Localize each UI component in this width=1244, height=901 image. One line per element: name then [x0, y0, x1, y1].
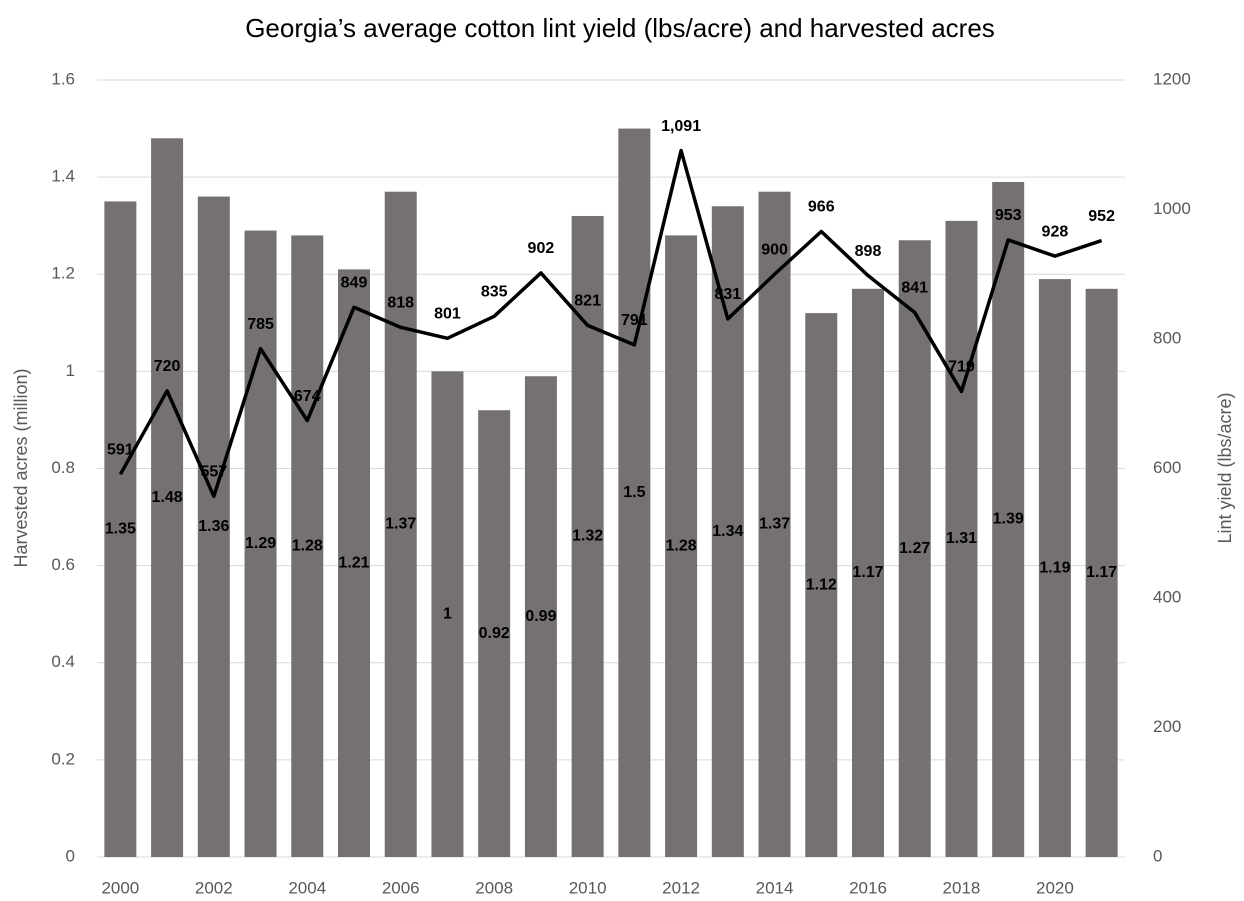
data-label: 1.27 [899, 540, 930, 557]
data-label: 591 [107, 442, 134, 459]
data-label: 849 [341, 274, 368, 291]
data-label: 898 [855, 243, 882, 260]
data-label: 785 [247, 316, 274, 333]
y-tick-label: 1.6 [51, 69, 75, 88]
bar [104, 201, 137, 857]
x-tick-label: 2016 [849, 878, 887, 897]
data-label: 818 [387, 295, 414, 312]
bar [244, 230, 277, 857]
data-label: 1.36 [198, 518, 229, 535]
data-label: 966 [808, 199, 835, 216]
data-label: 720 [154, 358, 181, 375]
data-label: 1.48 [152, 489, 183, 506]
y2-tick-label: 400 [1153, 587, 1181, 606]
bar [338, 269, 370, 857]
bar [665, 235, 698, 857]
y2-tick-label: 800 [1153, 328, 1181, 347]
data-label: 1.17 [1086, 564, 1117, 581]
data-label: 1.35 [105, 520, 136, 537]
x-tick-label: 2018 [943, 878, 981, 897]
data-label: 841 [901, 280, 928, 297]
data-label: 821 [574, 293, 601, 310]
x-tick-label: 2020 [1036, 878, 1074, 897]
data-label: 1.39 [993, 511, 1024, 528]
bar [291, 235, 324, 857]
y2-tick-label: 200 [1153, 717, 1181, 736]
data-label: 831 [714, 286, 741, 303]
data-label: 1.31 [946, 530, 977, 547]
y-tick-label: 1.4 [51, 167, 75, 186]
x-tick-label: 2004 [288, 878, 326, 897]
data-label: 1.32 [572, 528, 603, 545]
y-tick-label: 0.4 [51, 652, 75, 671]
bar [945, 220, 978, 858]
bar [758, 191, 791, 858]
data-label: 1.28 [292, 537, 323, 554]
data-label: 902 [528, 240, 555, 257]
x-tick-label: 2006 [382, 878, 420, 897]
data-label: 1,091 [661, 118, 701, 135]
bar [618, 128, 651, 857]
data-label: 0.92 [479, 625, 510, 642]
bar [805, 313, 838, 858]
x-tick-label: 2010 [569, 878, 607, 897]
data-label: 791 [621, 312, 648, 329]
data-label: 928 [1042, 223, 1069, 240]
data-label: 1.17 [852, 564, 883, 581]
bar [1085, 288, 1118, 858]
bar [197, 196, 230, 858]
data-label: 674 [294, 388, 321, 405]
y2-tick-label: 0 [1153, 846, 1162, 865]
line [118, 148, 1103, 499]
x-tick-label: 2012 [662, 878, 700, 897]
bar [431, 371, 464, 857]
data-label: 1.29 [245, 535, 276, 552]
data-label: 900 [761, 241, 788, 258]
data-label: 1.37 [385, 516, 416, 533]
bar [852, 288, 884, 858]
y-tick-label: 1 [66, 361, 75, 380]
data-label: 1.21 [338, 554, 369, 571]
y-axis-title: Harvested acres (million) [11, 368, 31, 567]
y-tick-label: 0.2 [51, 749, 75, 768]
data-label: 1 [443, 605, 452, 622]
data-label: 1.28 [666, 537, 697, 554]
y2-tick-label: 1200 [1153, 69, 1191, 88]
x-tick-label: 2002 [195, 878, 233, 897]
bar [384, 191, 417, 858]
y2-tick-label: 600 [1153, 458, 1181, 477]
data-label: 1.34 [712, 523, 743, 540]
data-label: 1.19 [1039, 559, 1070, 576]
bar [524, 376, 557, 857]
bar [1038, 279, 1071, 857]
data-label: 1.12 [806, 576, 837, 593]
y-tick-label: 1.2 [51, 264, 75, 283]
y-tick-label: 0.8 [51, 458, 75, 477]
bar [478, 410, 511, 857]
bar [151, 138, 184, 857]
chart-title: Georgia’s average cotton lint yield (lbs… [245, 13, 995, 43]
data-label: 0.99 [525, 608, 556, 625]
data-label: 952 [1088, 208, 1115, 225]
y2-axis-title: Lint yield (lbs/acre) [1215, 392, 1235, 543]
x-tick-label: 2008 [475, 878, 513, 897]
data-label: 557 [200, 464, 227, 481]
data-label: 1.37 [759, 516, 790, 533]
x-tick-label: 2014 [756, 878, 794, 897]
y-tick-label: 0.6 [51, 555, 75, 574]
data-label: 719 [948, 359, 975, 376]
x-tick-label: 2000 [101, 878, 139, 897]
y2-tick-label: 1000 [1153, 199, 1191, 218]
data-label: 801 [434, 306, 461, 323]
data-label: 835 [481, 284, 508, 301]
data-label: 953 [995, 207, 1022, 224]
data-label: 1.5 [623, 484, 645, 501]
y-tick-label: 0 [66, 846, 75, 865]
bar [992, 181, 1025, 857]
bar [898, 240, 931, 858]
